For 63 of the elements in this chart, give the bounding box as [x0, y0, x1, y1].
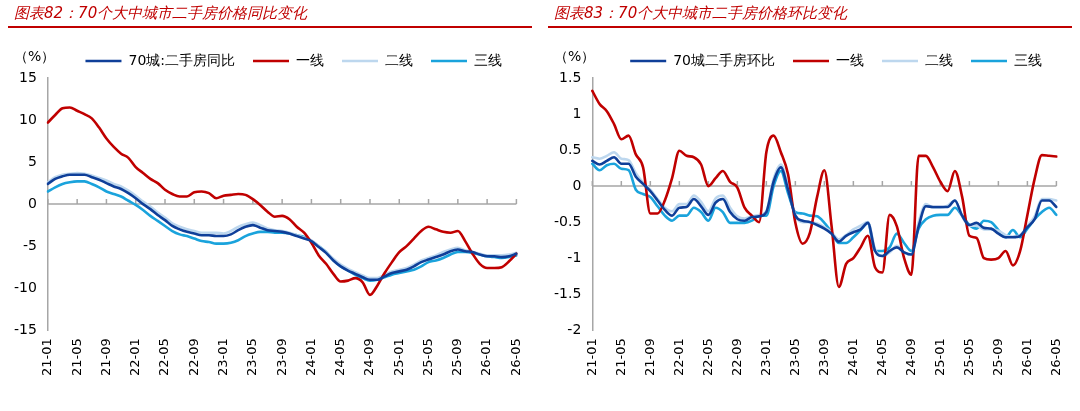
y-tick-label: 10: [19, 110, 37, 127]
x-tick-label: 23-09: [815, 338, 831, 377]
x-tick-label: 24-01: [844, 338, 860, 377]
y-tick-label: 5: [27, 152, 37, 169]
chart-title: 图表82：70个大中城市二手房价格同比变化: [8, 0, 532, 28]
y-tick-label: -1: [567, 248, 582, 265]
x-tick-label: 21-01: [39, 338, 55, 377]
x-tick-label: 22-05: [699, 338, 715, 377]
x-tick-label: 23-01: [757, 338, 773, 377]
y-axis-title: （%）: [554, 47, 596, 64]
x-tick-label: 25-05: [960, 338, 976, 377]
x-tick-label: 22-09: [185, 338, 201, 377]
y-tick-label: 0: [27, 194, 37, 211]
legend-label: 70城:二手房同比: [128, 51, 235, 68]
chart-title: 图表83：70个大中城市二手房价格环比变化: [548, 0, 1072, 28]
y-tick-label: -15: [13, 320, 37, 337]
x-tick-label: 23-01: [214, 338, 230, 377]
legend-label: 三线: [474, 51, 502, 68]
y-tick-label: -2: [567, 320, 582, 337]
x-tick-label: 23-09: [273, 338, 289, 377]
x-tick-label: 22-01: [670, 338, 686, 377]
y-tick-label: 0.5: [559, 140, 582, 157]
x-tick-label: 24-05: [332, 338, 348, 377]
y-tick-label: 1.5: [559, 68, 582, 85]
x-tick-label: 23-05: [786, 338, 802, 377]
legend-label: 三线: [1014, 51, 1042, 68]
x-tick-label: 21-01: [583, 338, 599, 377]
y-tick-label: -0.5: [553, 212, 582, 229]
legend-label: 一线: [296, 51, 324, 68]
x-tick-label: 24-05: [873, 338, 889, 377]
x-tick-label: 26-01: [1018, 338, 1034, 377]
y-tick-label: 1: [572, 104, 582, 121]
x-tick-label: 25-01: [390, 338, 406, 377]
x-tick-label: 22-05: [156, 338, 172, 377]
legend-label: 二线: [925, 51, 953, 68]
y-tick-label: -5: [22, 236, 37, 253]
x-tick-label: 24-01: [302, 338, 318, 377]
x-tick-label: 25-01: [931, 338, 947, 377]
y-tick-label: 15: [19, 68, 37, 85]
y-tick-label: -10: [13, 278, 37, 295]
x-tick-label: 24-09: [902, 338, 918, 377]
x-tick-label: 21-05: [612, 338, 628, 377]
legend-label: 二线: [385, 51, 413, 68]
x-tick-label: 25-09: [989, 338, 1005, 377]
y-tick-label: -1.5: [553, 284, 582, 301]
y-axis-title: （%）: [14, 47, 56, 64]
y-tick-label: 0: [572, 176, 582, 193]
legend-label: 70城二手房环比: [673, 51, 776, 68]
x-tick-label: 25-09: [449, 338, 465, 377]
line-series: [591, 89, 1058, 289]
legend-label: 一线: [836, 51, 864, 68]
x-tick-label: 22-01: [127, 338, 143, 377]
x-tick-label: 21-05: [68, 338, 84, 377]
x-tick-label: 26-05: [507, 338, 523, 377]
x-tick-label: 26-05: [1047, 338, 1063, 377]
line-series: [46, 106, 518, 297]
x-tick-label: 26-01: [478, 338, 494, 377]
x-tick-label: 23-05: [244, 338, 260, 377]
x-tick-label: 24-09: [361, 338, 377, 377]
x-tick-label: 25-05: [419, 338, 435, 377]
x-tick-label: 21-09: [97, 338, 113, 377]
x-tick-label: 22-09: [728, 338, 744, 377]
x-tick-label: 21-09: [641, 338, 657, 377]
